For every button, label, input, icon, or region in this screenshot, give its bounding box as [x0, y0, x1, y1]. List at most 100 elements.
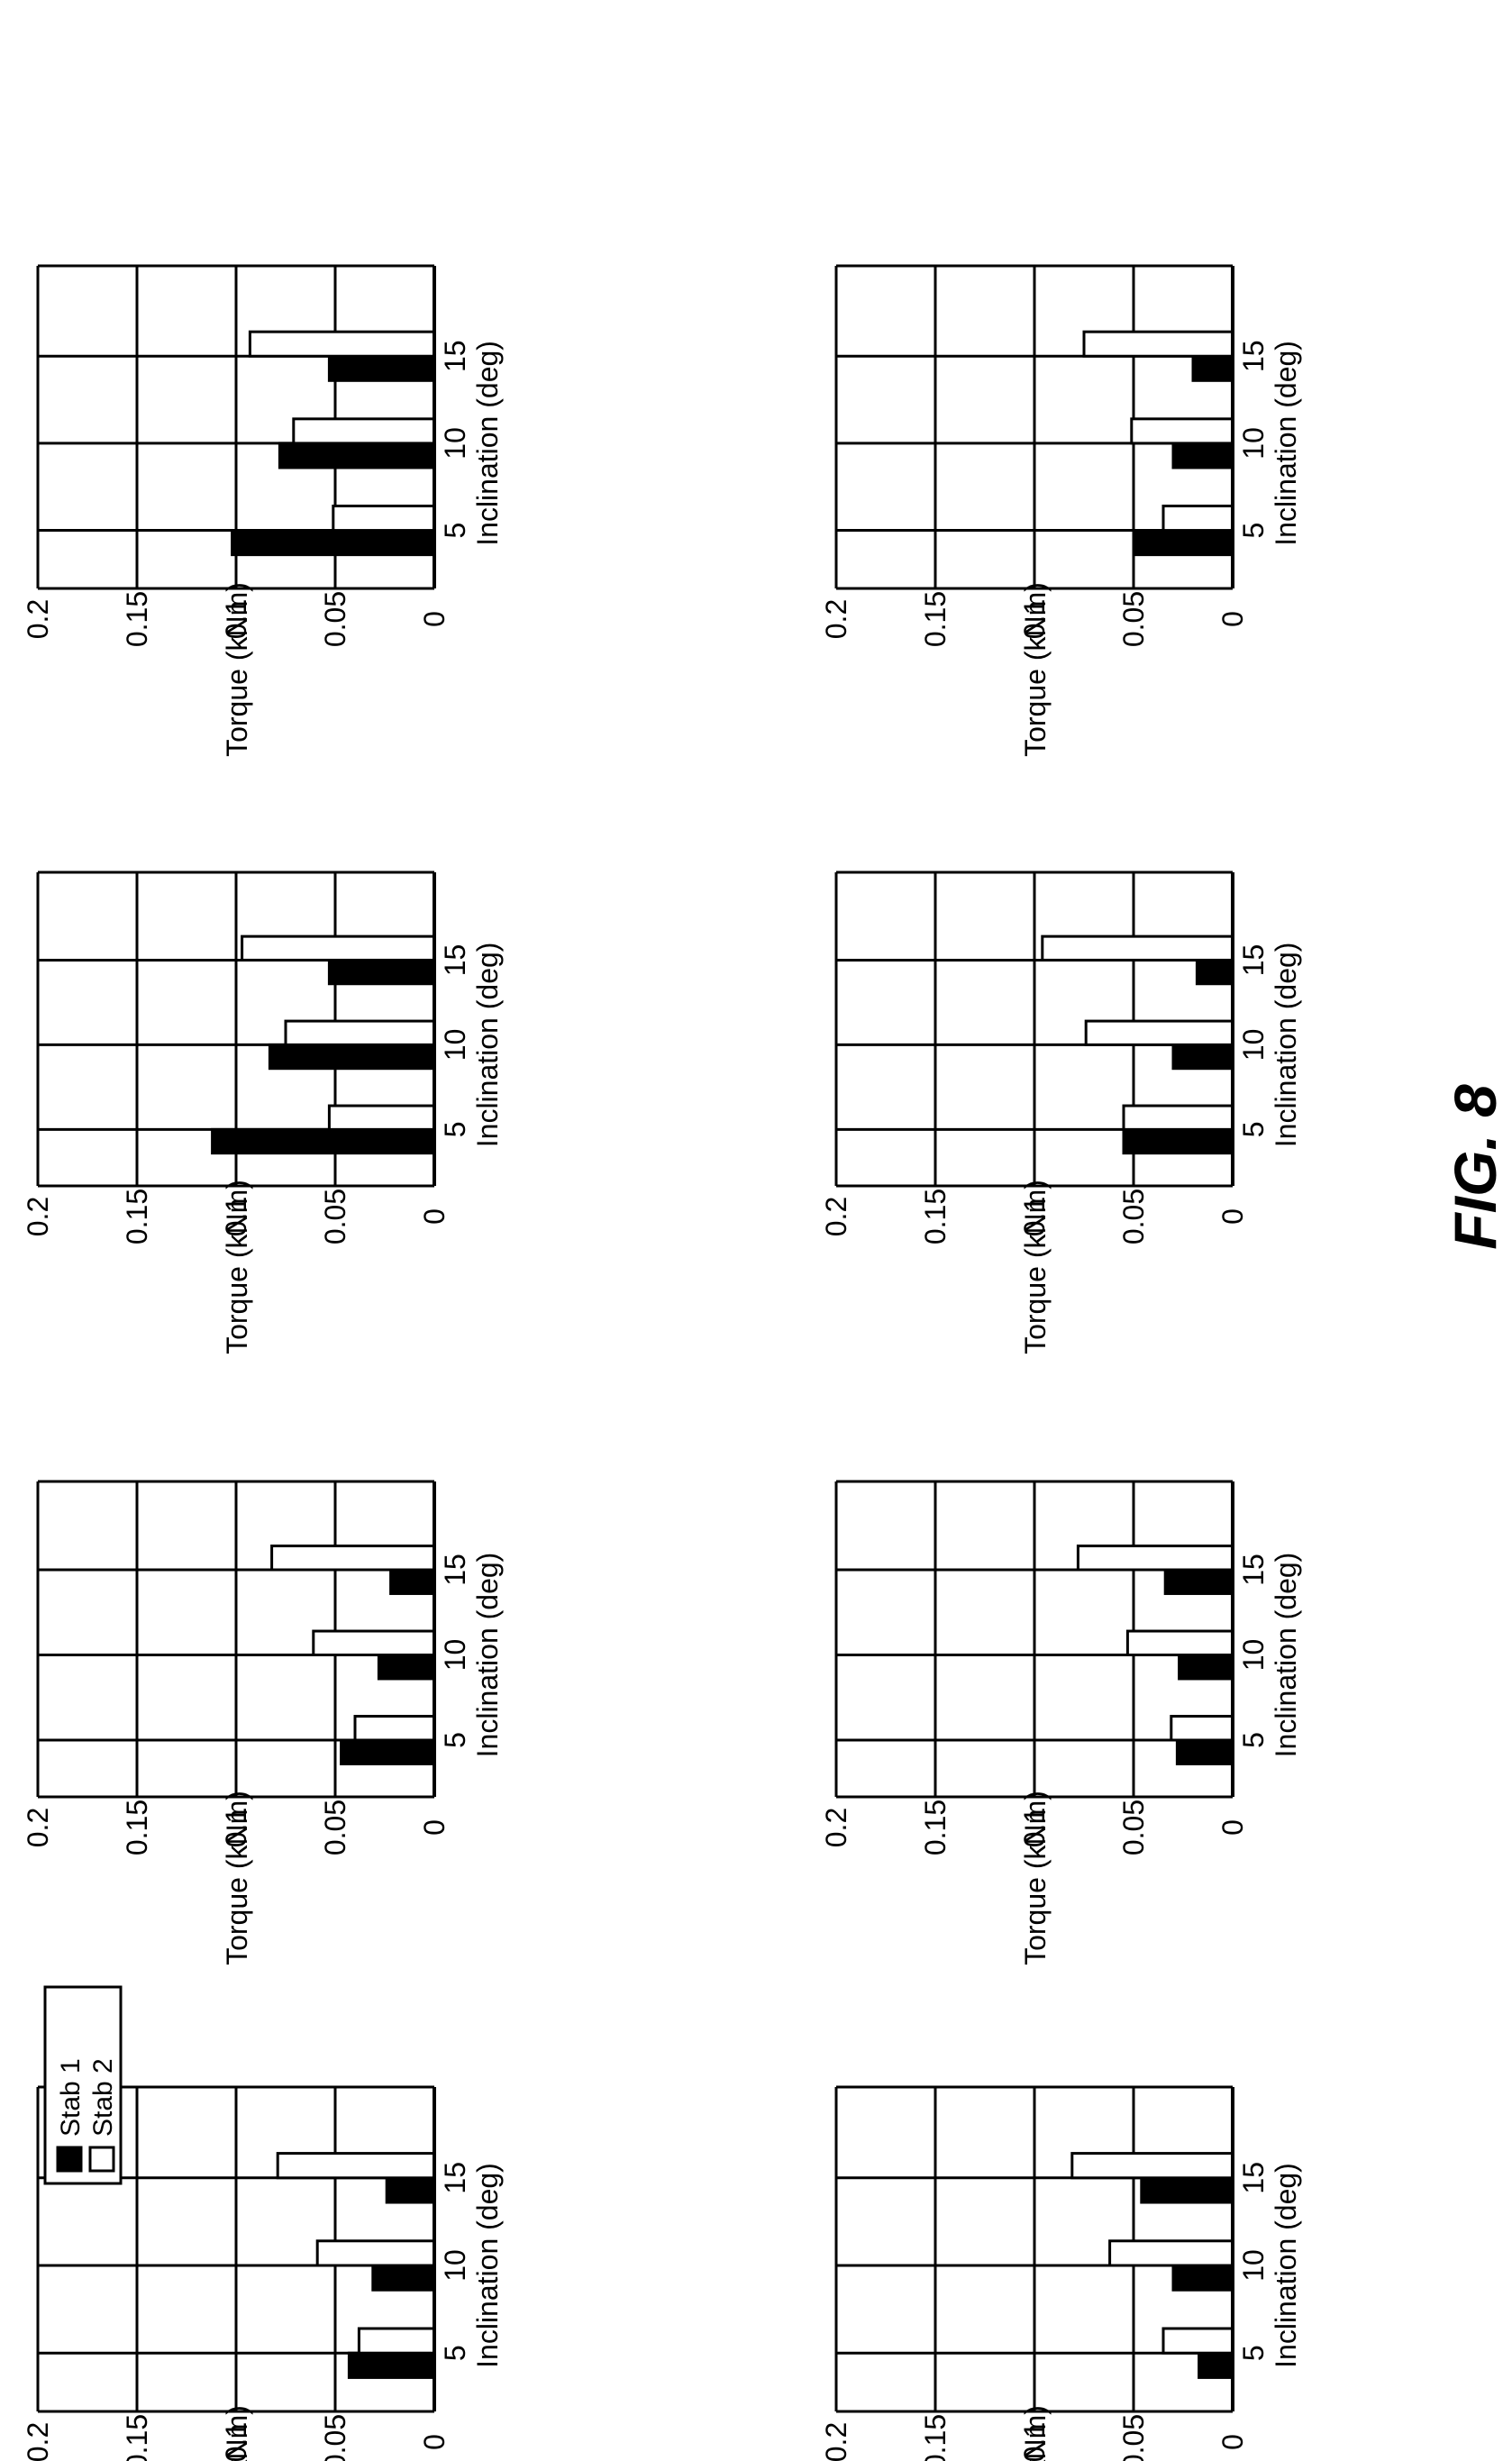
bar-stab-2-5: [1170, 1715, 1234, 1742]
bar-stab-2-15: [276, 2152, 436, 2180]
value-tick-label: 0.2: [22, 2422, 54, 2461]
bar-stab-1-15: [327, 958, 436, 986]
category-tick-label: 10: [1237, 1029, 1270, 1062]
value-tick-label: 0: [418, 1819, 451, 1836]
category-tick-label: 5: [1237, 2345, 1270, 2361]
bar-stab-1-10: [268, 1043, 436, 1071]
y-axis-title: Torque (kNm): [221, 582, 253, 757]
value-tick-label: 0: [1216, 1819, 1249, 1836]
bar-stab-2-15: [1041, 934, 1234, 962]
value-tick-label: 0.05: [319, 1189, 351, 1244]
value-tick-label: 0.1: [1018, 599, 1051, 639]
category-tick-label: 5: [1237, 1732, 1270, 1748]
category-tick-label: 10: [1237, 2249, 1270, 2282]
chart-3: 0 0.05 0.1 0.15 0.2 5 10 15 Inclination (deg) Tor…: [22, 870, 504, 1354]
figure-label: FIG. 8: [1442, 1084, 1508, 1250]
value-tick-label: 0.1: [220, 1808, 252, 1847]
bar-stab-2-5: [353, 1715, 436, 1742]
value-tick-label: 0: [1216, 611, 1249, 627]
bar-stab-2-5: [327, 1104, 436, 1131]
category-tick-label: 10: [439, 1029, 471, 1062]
category-tick-label: 10: [1237, 427, 1270, 460]
bar-stab-1-10: [1171, 1043, 1234, 1071]
value-tick-label: 0.15: [919, 1189, 952, 1244]
x-axis-title: Inclination (deg): [471, 1553, 504, 1758]
bar-stab-2-10: [1125, 1629, 1234, 1657]
value-tick-label: 0.2: [22, 1808, 54, 1847]
chart-2: 0 0.05 0.1 0.15 0.2 5 10 15 Inclination (deg) Tor…: [22, 1480, 504, 1965]
category-tick-label: 5: [439, 2345, 471, 2361]
value-tick-label: 0.1: [220, 599, 252, 639]
bar-stab-1-5: [1122, 1127, 1234, 1155]
category-tick-label: 15: [439, 2162, 471, 2194]
bar-stab-1-5: [1132, 529, 1234, 557]
bar-stab-2-10: [1108, 2239, 1234, 2267]
category-tick-label: 10: [1237, 1639, 1270, 1672]
bar-stab-1-10: [371, 2264, 436, 2292]
value-tick-label: 0.15: [919, 1800, 952, 1855]
x-axis-title: Inclination (deg): [1270, 2163, 1302, 2368]
value-tick-label: 0.1: [220, 2422, 252, 2461]
y-axis-title: Torque (kNm): [221, 2405, 253, 2461]
value-tick-label: 0: [418, 1208, 451, 1225]
category-tick-label: 15: [1237, 944, 1270, 977]
category-tick-label: 15: [1237, 340, 1270, 372]
value-tick-label: 0.1: [1018, 1197, 1051, 1236]
y-axis-title: Torque (kNm): [1019, 582, 1052, 757]
legend-swatch: [88, 2146, 115, 2173]
category-tick-label: 10: [439, 2249, 471, 2282]
value-tick-label: 0.05: [319, 1800, 351, 1855]
x-axis-title: Inclination (deg): [1270, 1553, 1302, 1758]
bar-stab-1-15: [1140, 2176, 1234, 2204]
bar-stab-1-15: [1195, 958, 1234, 986]
x-axis-title: Inclination (deg): [1270, 341, 1302, 546]
value-tick-label: 0: [418, 2434, 451, 2450]
category-tick-label: 15: [439, 944, 471, 977]
bar-stab-1-15: [327, 354, 436, 382]
value-tick-label: 0.15: [919, 2414, 952, 2461]
value-tick-label: 0.2: [820, 2422, 852, 2461]
value-tick-label: 0.2: [22, 1197, 54, 1236]
bar-stab-2-10: [315, 2239, 436, 2267]
value-tick-label: 0.15: [121, 1189, 153, 1244]
bar-stab-2-15: [248, 330, 436, 358]
value-tick-label: 0.15: [121, 2414, 153, 2461]
bar-stab-1-10: [1171, 442, 1234, 469]
category-tick-label: 15: [439, 340, 471, 372]
bar-stab-2-5: [357, 2327, 436, 2355]
bar-stab-2-15: [270, 1545, 436, 1572]
bar-stab-2-10: [284, 1019, 436, 1046]
value-tick-label: 0.05: [319, 2414, 351, 2461]
category-tick-label: 5: [439, 1732, 471, 1748]
bar-stab-2-15: [1076, 1545, 1234, 1572]
value-tick-label: 0.1: [1018, 1808, 1051, 1847]
bar-stab-1-5: [1175, 1738, 1234, 1765]
category-tick-label: 15: [1237, 1554, 1270, 1586]
bar-stab-1-5: [1198, 2351, 1234, 2379]
legend-swatch: [56, 2146, 83, 2173]
bar-stab-2-5: [1161, 2327, 1234, 2355]
bar-stab-2-15: [1070, 2152, 1234, 2180]
chart-6: 0 0.05 0.1 0.15 0.2 5 10 15 Inclination (deg) Tor…: [820, 1480, 1302, 1965]
category-tick-label: 5: [1237, 523, 1270, 539]
category-tick-label: 15: [439, 1554, 471, 1586]
bar-stab-2-5: [1161, 504, 1234, 533]
bar-stab-1-5: [340, 1738, 436, 1765]
y-axis-title: Torque (kNm): [1019, 1791, 1052, 1965]
y-axis-title: Torque (kNm): [1019, 2405, 1052, 2461]
chart-7: 0 0.05 0.1 0.15 0.2 5 10 15 Inclination (deg) Tor…: [820, 870, 1302, 1354]
bar-stab-2-10: [292, 417, 436, 445]
bar-stab-2-10: [312, 1629, 436, 1657]
value-tick-label: 0.2: [820, 599, 852, 639]
bar-stab-2-15: [1082, 330, 1234, 358]
bar-stab-1-5: [211, 1127, 436, 1155]
x-axis-title: Inclination (deg): [471, 943, 504, 1148]
value-tick-label: 0: [418, 611, 451, 627]
bar-stab-1-10: [1171, 2264, 1234, 2292]
legend-entry-label: Stab 2: [88, 2058, 118, 2137]
value-tick-label: 0.05: [1117, 1189, 1150, 1244]
value-tick-label: 0.05: [319, 591, 351, 647]
category-tick-label: 15: [1237, 2162, 1270, 2194]
